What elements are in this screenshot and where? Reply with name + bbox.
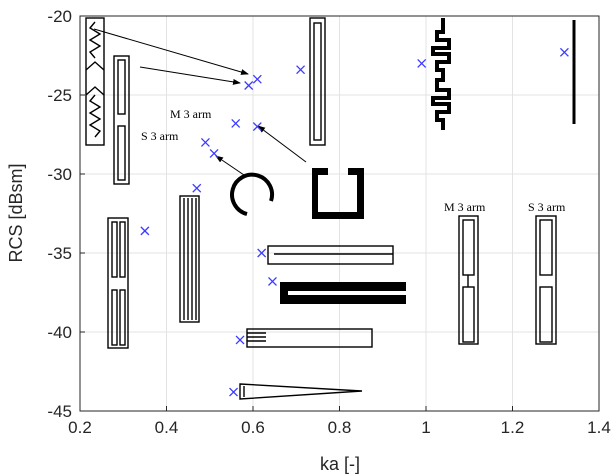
y-tick-label: -35 [47,244,72,263]
y-tick-label: -20 [47,7,72,26]
data-point [200,137,210,147]
y-tick-label: -40 [47,323,72,342]
horizontal-meander-icon [246,328,373,348]
horizontal-thick-icon [280,282,406,304]
x-tick-label: 1.4 [587,418,611,437]
annotation-m-3-arm: M 3 arm [170,107,212,121]
arrow [215,155,245,176]
arrow [257,125,307,163]
antenna-illustrations [85,17,576,400]
folded-dipole-icon [309,17,326,146]
y-axis-label: RCS [dBsm] [6,163,26,262]
annotation-s-3-arm-right: S 3 arm [528,200,566,214]
data-point [140,226,150,236]
data-point [192,183,202,193]
x-tick-label: 0.2 [68,418,92,437]
data-point [296,65,306,75]
data-point [417,58,427,68]
data-markers [140,47,569,397]
data-point [268,276,277,286]
data-point [252,122,262,132]
y-tick-label: -45 [47,402,72,421]
x-tick-label: 1.2 [501,418,525,437]
split-ring-icon [230,172,275,216]
data-point [231,118,241,128]
strip-dipole-icon-3 [179,195,200,323]
x-tick-label: 0.4 [155,418,179,437]
x-axis-label: ka [-] [320,454,360,474]
annotation-m-3-arm-right: M 3 arm [444,200,486,214]
arrow [93,28,249,75]
x-tick-label: 1 [421,418,430,437]
y-tick-label: -30 [47,165,72,184]
square-loop-icon [312,168,364,219]
annotation-s-3-arm: S 3 arm [141,129,179,143]
horizontal-folded-icon [267,245,394,265]
s-3-arm-dipole-icon [535,215,557,345]
meander-antenna-icon [431,18,451,130]
x-tick-label: 0.6 [241,418,265,437]
annotation-arrows [93,28,307,176]
strip-dipole-icon-2 [107,217,129,349]
zigzag-antenna-icon [85,17,105,146]
data-point [559,47,569,57]
data-point [235,335,245,345]
strip-dipole-icon [113,55,130,185]
data-point [252,74,262,84]
arrow [139,66,241,85]
tapered-wedge-icon [239,383,363,400]
m-3-arm-dipole-icon [458,215,479,345]
data-point [257,248,267,258]
data-point [229,387,238,397]
data-point [244,81,254,90]
data-point [209,149,219,158]
axis-ticks: 0.2 0.4 0.6 0.8 1 1.2 1.4 -45 -40 -35 -30 -25 -20 [47,7,610,437]
x-tick-label: 0.8 [328,418,352,437]
y-tick-label: -25 [47,86,72,105]
